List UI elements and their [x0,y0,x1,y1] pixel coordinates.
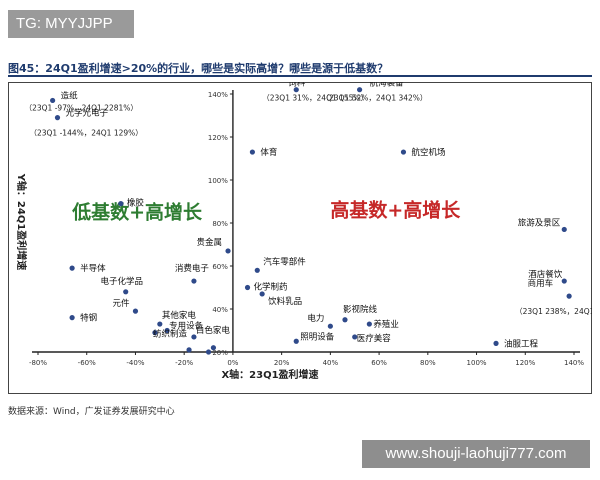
y-tick-label: 20% [212,349,228,357]
plot-border [8,82,592,394]
data-point [152,330,158,336]
y-axis-label: Y轴：24Q1盈利增速 [15,173,28,271]
point-label: 白色家电 [196,325,231,336]
y-tick-label: 40% [212,306,228,314]
x-tick-label: 0% [227,359,238,367]
data-point [69,315,75,321]
point-label: 航海装备 [370,82,405,89]
data-point [225,248,231,254]
data-point [118,201,124,207]
data-point [210,345,217,351]
watermark: www.shouji-laohuji777.com [362,440,590,468]
data-point [259,291,265,297]
annotation-label: （23Q1 31%，24Q1 155%） [262,94,368,103]
figure-title: 图45：24Q1盈利增速>20%的行业，哪些是实际高增？哪些是源于低基数？ [8,62,389,75]
data-point [254,267,260,273]
annotation-label: （23Q1 238%，24Q1 56%） [515,307,592,316]
point-label: 照明设备 [300,331,335,342]
y-tick-label: 120% [208,134,228,142]
x-tick-label: 40% [323,359,339,367]
point-label: 光学光电子 [65,108,108,119]
data-point [69,265,75,271]
point-label: 造纸 [61,90,79,101]
data-point [54,115,61,121]
y-tick-label: 80% [212,220,228,228]
point-label: 油服工程 [504,338,539,349]
y-tick-label: 140% [208,91,228,99]
data-point [357,87,363,93]
data-point [293,338,299,344]
data-point [244,284,251,291]
data-point [191,278,197,284]
x-tick-label: -20% [175,359,193,367]
y-tick-label: 60% [212,263,228,271]
region-label: 高基数+高增长 [330,199,461,222]
point-label: 汽车零部件 [263,256,306,267]
point-label: 航空机场 [411,147,445,158]
x-tick-label: -40% [126,359,144,367]
tg-badge: TG: MYYJJPP [8,10,134,38]
data-point [342,317,348,323]
point-label: 酒店餐饮 [528,269,563,280]
annotation-label: （23Q1 -97%，24Q1 2281%） [25,103,138,112]
chart-frame: -80% -60% -40% -20% 0% 20% 40% 60% 80% 100% 120% 14… [8,78,600,394]
data-point [493,340,499,346]
point-label: 影视院线 [343,304,378,315]
point-label: 饮料乳品 [268,296,302,307]
point-label: 化学制药 [254,282,288,293]
data-point [164,327,170,334]
point-label: 半导体 [80,263,106,274]
annotation-label: （23Q1 -144%，24Q1 129%） [29,129,142,138]
data-point [50,97,56,104]
source-note: 数据来源：Wind，广发证券发展研究中心 [8,407,175,417]
point-label: 专用设备 [169,321,204,332]
point-label: 贵金属 [197,237,223,248]
data-point [327,323,333,329]
scatter-chart: -80% -60% -40% -20% 0% 20% 40% 60% 80% 100% 120% 14… [8,78,600,394]
x-tick-label: 80% [420,359,436,367]
data-point [205,349,212,355]
data-point [561,278,567,284]
point-label: 商用车 [528,278,554,289]
data-point [157,321,163,327]
point-label: 橡胶 [127,198,145,209]
point-label: 元件 [112,298,130,309]
point-label: 纺织制造 [153,329,188,340]
data-point [123,289,129,295]
x-tick-label: 100% [467,359,487,367]
data-point [566,293,572,299]
x-tick-label: -60% [78,359,96,367]
point-label: 特钢 [80,313,97,324]
point-label: 电力 [307,313,324,324]
data-point [293,87,299,93]
x-tick-label: 60% [371,359,387,367]
x-tick-label: 140% [564,359,584,367]
x-tick-label: 120% [515,359,535,367]
data-point [186,347,192,353]
region-label: 低基数+高增长 [71,201,203,224]
x-tick-label: 20% [274,359,290,367]
point-label: 其他家电 [162,310,197,321]
x-tick-label: -80% [29,359,47,367]
annotation-label: （23Q1 52%，24Q1 342%） [322,94,428,103]
point-label: 旅游及景区 [518,217,561,228]
point-label: 养殖业 [373,319,399,330]
y-tick-label: 100% [208,177,228,185]
x-axis-label: X轴：23Q1盈利增速 [221,368,318,381]
data-point [561,226,567,233]
data-point [366,321,372,327]
point-label: 体育 [260,147,277,158]
data-point [191,334,197,340]
title-divider [8,75,592,77]
data-point [132,308,139,314]
point-label: 电子化学品 [100,276,143,287]
point-label: 饲料 [288,82,306,89]
data-point [249,149,255,155]
data-point [400,149,407,155]
point-label: 医疗美容 [357,333,392,344]
point-label: 消费电子 [175,263,210,274]
data-point [352,334,358,340]
